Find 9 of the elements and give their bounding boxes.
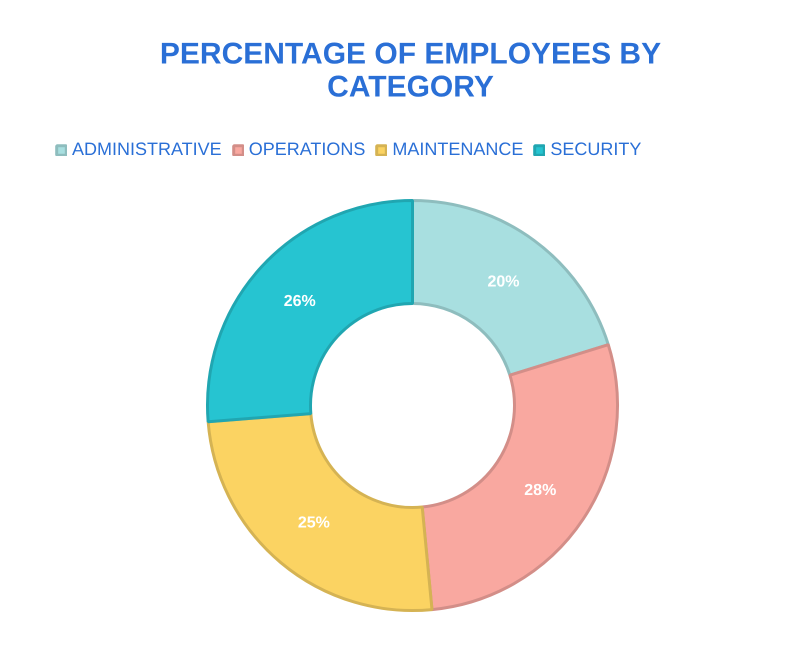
- chart-title: PERCENTAGE OF EMPLOYEES BY CATEGORY: [160, 38, 662, 104]
- data-label: 25%: [298, 514, 330, 532]
- legend-label: OPERATIONS: [248, 139, 366, 160]
- legend-label: ADMINISTRATIVE: [72, 139, 222, 160]
- data-label: 26%: [284, 292, 316, 310]
- legend-label: SECURITY: [550, 139, 642, 160]
- data-label: 20%: [488, 273, 520, 290]
- data-label: 28%: [524, 482, 556, 500]
- legend-label: MAINTENANCE: [392, 139, 524, 160]
